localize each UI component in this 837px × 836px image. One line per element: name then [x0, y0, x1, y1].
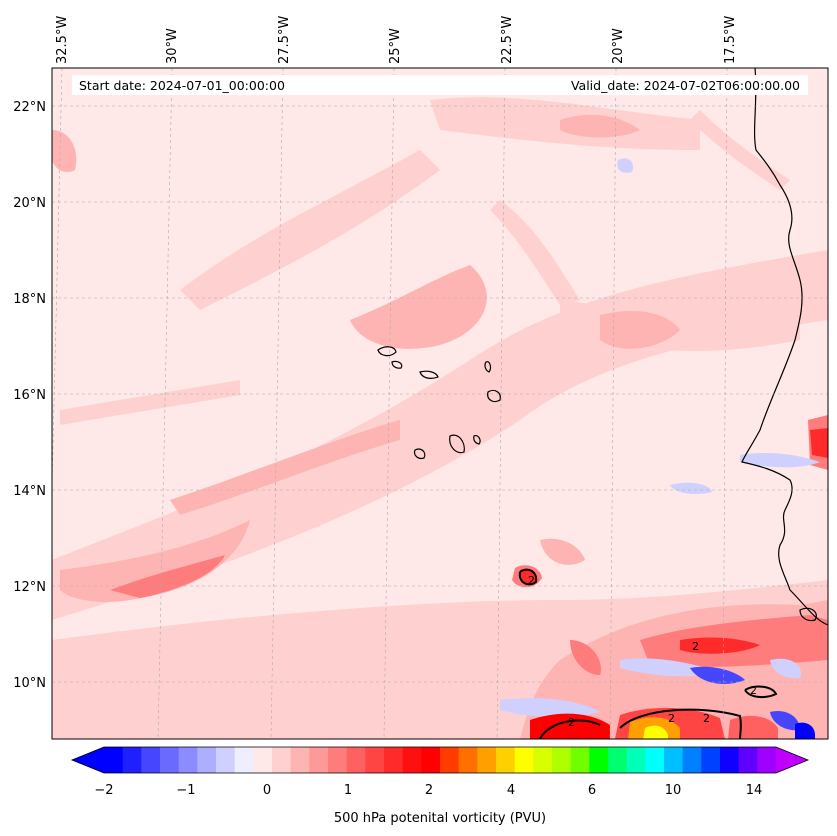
valid-date-label: Valid_date: 2024-07-02T06:00:00.00 — [571, 78, 800, 93]
contour-label: 2 — [692, 640, 699, 653]
colorbar-cell — [589, 747, 609, 773]
latitude-labels: 22°N 20°N 18°N 16°N 14°N 12°N 10°N — [13, 100, 46, 691]
contour-label: 2 — [668, 712, 675, 725]
coastline — [741, 68, 828, 626]
longitude-labels: 32.5°W 30°W 27.5°W 25°W 22.5°W 20°W 17.5… — [55, 16, 738, 64]
pv-2pvu-contours — [518, 568, 778, 739]
colorbar-cell — [402, 747, 422, 773]
colorbar-cell — [253, 747, 273, 773]
colorbar-cell — [122, 747, 142, 773]
lon-label: 20°W — [611, 28, 626, 64]
colorbar-label: 500 hPa potenital vorticity (PVU) — [334, 811, 546, 826]
lat-label: 22°N — [13, 100, 46, 115]
colorbar-cell — [440, 747, 460, 773]
gridlines — [52, 68, 828, 739]
colorbar-cell — [234, 747, 254, 773]
lon-label: 27.5°W — [277, 16, 292, 64]
start-date-label: Start date: 2024-07-01_00:00:00 — [79, 78, 285, 93]
colorbar-cell — [496, 747, 516, 773]
lon-label: 32.5°W — [55, 16, 70, 64]
lat-label: 16°N — [13, 388, 46, 403]
lat-label: 14°N — [13, 484, 46, 499]
colorbar-cell — [272, 747, 292, 773]
colorbar-cell — [160, 747, 180, 773]
colorbar-cell — [328, 747, 348, 773]
colorbar-tick: 1 — [344, 783, 352, 798]
header-box — [72, 75, 808, 95]
colorbar-extend-low — [72, 747, 104, 773]
colorbar-tick: 10 — [665, 783, 682, 798]
colorbar-cell — [141, 747, 161, 773]
contour-label: 2 — [528, 574, 535, 587]
colorbar-cell — [645, 747, 665, 773]
colorbar-cell — [178, 747, 198, 773]
contour-label-group: 2 2 2 2 2 2 — [528, 574, 757, 729]
colorbar-cell — [421, 747, 441, 773]
colorbar-cell — [701, 747, 721, 773]
lat-label: 18°N — [13, 292, 46, 307]
lon-label: 25°W — [388, 28, 403, 64]
colorbar-cells — [104, 747, 777, 773]
contour-label: 2 — [703, 712, 710, 725]
colorbar-cell — [533, 747, 553, 773]
colorbar-tick: 2 — [425, 783, 433, 798]
colorbar-cell — [552, 747, 572, 773]
colorbar-tick: 14 — [746, 783, 763, 798]
colorbar-cell — [346, 747, 366, 773]
colorbar: −2 −1 0 1 2 4 6 10 14 500 hPa potenital … — [70, 746, 810, 826]
colorbar-cell — [738, 747, 758, 773]
colorbar-cell — [570, 747, 590, 773]
colorbar-extend-high — [776, 747, 808, 773]
lon-label: 17.5°W — [723, 16, 738, 64]
pv-very-strong-positive-regions — [519, 428, 828, 654]
colorbar-cell — [757, 747, 777, 773]
colorbar-cell — [104, 747, 124, 773]
colorbar-cell — [720, 747, 740, 773]
colorbar-cell — [365, 747, 385, 773]
lat-label: 12°N — [13, 580, 46, 595]
colorbar-cell — [514, 747, 534, 773]
colorbar-cell — [626, 747, 646, 773]
colorbar-cell — [309, 747, 329, 773]
lat-label: 20°N — [13, 196, 46, 211]
colorbar-cell — [197, 747, 217, 773]
colorbar-cell — [608, 747, 628, 773]
map-frame — [51, 67, 829, 740]
colorbar-tick: 4 — [507, 783, 515, 798]
lat-label: 10°N — [13, 676, 46, 691]
lon-label: 30°W — [165, 28, 180, 64]
colorbar-cell — [477, 747, 497, 773]
pv-negative-regions — [500, 158, 820, 718]
colorbar-cell — [664, 747, 684, 773]
colorbar-tick: 0 — [263, 783, 271, 798]
colorbar-tick: −2 — [94, 783, 113, 798]
contour-label: 2 — [568, 716, 575, 729]
contour-label: 2 — [750, 684, 757, 697]
colorbar-outline — [70, 746, 810, 774]
colorbar-cell — [458, 747, 478, 773]
colorbar-cell — [384, 747, 404, 773]
map-area: 2 2 2 2 2 2 — [52, 68, 828, 739]
colorbar-cell — [682, 747, 702, 773]
cape-verde-islands — [377, 346, 501, 460]
colorbar-ticks: −2 −1 0 1 2 4 6 10 14 — [94, 783, 762, 798]
lon-label: 22.5°W — [500, 16, 515, 64]
colorbar-cell — [216, 747, 236, 773]
colorbar-tick: 6 — [588, 783, 596, 798]
colorbar-cell — [290, 747, 310, 773]
colorbar-tick: −1 — [176, 783, 195, 798]
